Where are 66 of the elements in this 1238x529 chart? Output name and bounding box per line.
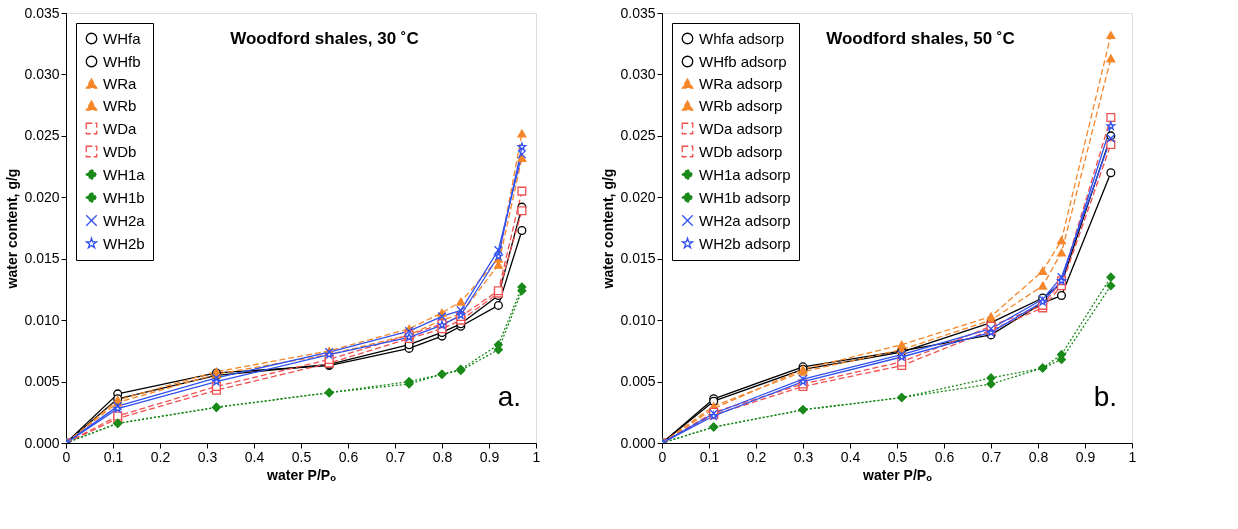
x-axis-title: water P/Pₒ [862,466,933,483]
x-axis-title: water P/Pₒ [266,466,337,483]
legend-label: WRa [103,74,137,92]
y-axis-title: water content, g/g [600,168,617,290]
y-tick-label: 0.035 [620,4,656,21]
x-tick-label: 0.3 [197,448,218,465]
x-tick-label: 1 [1128,448,1137,465]
annotation: b. [1093,381,1117,412]
y-tick-label: 0.030 [620,65,656,82]
legend-label: WH2b [103,234,145,252]
x-tick-label: 0.4 [244,448,265,465]
legend-label: WDb adsorp [699,142,783,160]
legend-label: WHfa [103,29,142,47]
x-tick-label: 0.9 [479,448,500,465]
y-tick-label: 0.035 [24,4,60,21]
legend-label: WH2a adsorp [699,211,791,229]
y-tick-label: 0.015 [24,250,60,267]
text: Woodford shales, 30 ˚C [230,29,419,48]
legend-label: WH1b adsorp [699,188,791,206]
x-tick-label: 0.7 [981,448,1002,465]
x-tick-label: 0.1 [699,448,720,465]
y-tick-label: 0.010 [620,311,656,328]
legend-label: WHfb [103,52,141,70]
x-tick-label: 0.6 [934,448,955,465]
legend-label: WDb [103,142,137,160]
y-tick-label: 0.025 [24,127,60,144]
x-tick-label: 0.2 [150,448,171,465]
x-tick-label: 0 [658,448,667,465]
x-tick-label: 0.9 [1075,448,1096,465]
y-axis-title: water content, g/g [4,168,21,290]
y-tick-label: 0.010 [24,311,60,328]
legend-label: Whfa adsorp [699,29,785,47]
legend-label: WRb [103,96,137,114]
y-tick-label: 0.005 [620,373,656,390]
annotation: a. [497,381,521,412]
legend-label: WDa [103,119,137,137]
x-tick-label: 0.5 [887,448,908,465]
x-tick-label: 0.5 [291,448,312,465]
y-tick-label: 0.020 [24,188,60,205]
x-tick-label: 0.8 [1028,448,1049,465]
y-tick-label: 0.000 [24,434,60,451]
x-tick-label: 1 [532,448,541,465]
legend-label: WH1a adsorp [699,165,791,183]
legend-label: WH1b [103,188,145,206]
legend-label: WRa adsorp [699,74,783,92]
legend-label: WDa adsorp [699,119,783,137]
legend-label: WH2a [103,211,146,229]
text: Woodford shales, 50 ˚C [826,29,1015,48]
x-tick-label: 0.4 [840,448,861,465]
x-tick-label: 0.6 [338,448,359,465]
legend-label: WH2b adsorp [699,234,791,252]
x-tick-label: 0.7 [385,448,406,465]
legend-label: WH1a [103,165,146,183]
y-tick-label: 0.000 [620,434,656,451]
y-tick-label: 0.005 [24,373,60,390]
y-tick-label: 0.025 [620,127,656,144]
legend-label: WHfb adsorp [699,52,787,70]
x-tick-label: 0.8 [432,448,453,465]
legend-label: WRb adsorp [699,96,783,114]
y-tick-label: 0.020 [620,188,656,205]
x-tick-label: 0 [62,448,71,465]
x-tick-label: 0.3 [793,448,814,465]
x-tick-label: 0.2 [746,448,767,465]
y-tick-label: 0.015 [620,250,656,267]
x-tick-label: 0.1 [103,448,124,465]
y-tick-label: 0.030 [24,65,60,82]
